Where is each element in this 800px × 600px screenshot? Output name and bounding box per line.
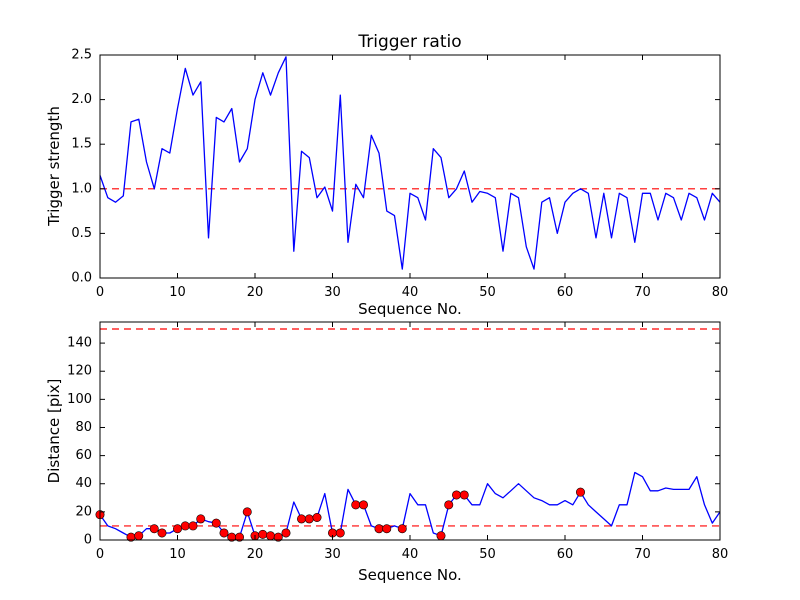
svg-text:30: 30 — [324, 547, 341, 562]
svg-text:0.0: 0.0 — [71, 271, 92, 286]
svg-text:40: 40 — [402, 285, 419, 300]
svg-text:0: 0 — [96, 547, 104, 562]
bottom-chart-xlabel: Sequence No. — [358, 566, 462, 584]
svg-text:20: 20 — [247, 285, 264, 300]
svg-text:0: 0 — [84, 533, 92, 548]
svg-text:80: 80 — [712, 285, 729, 300]
svg-text:140: 140 — [67, 336, 92, 351]
svg-text:120: 120 — [67, 364, 92, 379]
svg-text:50: 50 — [479, 547, 496, 562]
svg-text:30: 30 — [324, 285, 341, 300]
svg-text:60: 60 — [557, 547, 574, 562]
bottom-chart-ylabel: Distance [pix] — [45, 378, 63, 484]
top-chart-ylabel: Trigger strength — [45, 106, 63, 226]
svg-text:40: 40 — [402, 547, 419, 562]
svg-text:60: 60 — [557, 285, 574, 300]
svg-text:1.5: 1.5 — [71, 137, 92, 152]
svg-text:40: 40 — [75, 476, 92, 491]
svg-text:50: 50 — [479, 285, 496, 300]
svg-text:0: 0 — [96, 285, 104, 300]
svg-text:0.5: 0.5 — [71, 226, 92, 241]
svg-text:1.0: 1.0 — [71, 181, 92, 196]
svg-text:80: 80 — [75, 420, 92, 435]
svg-text:20: 20 — [247, 547, 264, 562]
svg-text:70: 70 — [634, 285, 651, 300]
svg-text:2.0: 2.0 — [71, 92, 92, 107]
svg-text:20: 20 — [75, 504, 92, 519]
svg-text:100: 100 — [67, 392, 92, 407]
svg-text:60: 60 — [75, 448, 92, 463]
svg-text:10: 10 — [169, 547, 186, 562]
top-chart-title: Trigger ratio — [358, 32, 462, 52]
svg-text:70: 70 — [634, 547, 651, 562]
svg-text:80: 80 — [712, 547, 729, 562]
top-chart-xlabel: Sequence No. — [358, 300, 462, 318]
svg-text:10: 10 — [169, 285, 186, 300]
svg-text:2.5: 2.5 — [71, 48, 92, 63]
